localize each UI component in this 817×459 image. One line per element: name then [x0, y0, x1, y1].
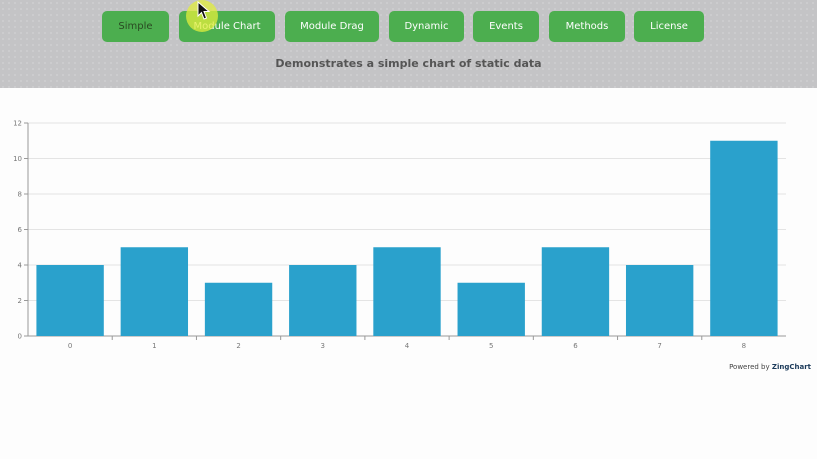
- x-tick-label: 8: [742, 342, 746, 350]
- x-tick-label: 0: [68, 342, 72, 350]
- demo-header: Simple Module Chart Module Drag Dynamic …: [0, 0, 817, 88]
- y-tick-label: 6: [18, 226, 23, 234]
- nav-button-dynamic[interactable]: Dynamic: [389, 11, 464, 42]
- nav-button-events[interactable]: Events: [473, 11, 539, 42]
- page-subtitle: Demonstrates a simple chart of static da…: [275, 57, 542, 70]
- zingchart-brand[interactable]: ZingChart: [771, 363, 811, 371]
- bar: [204, 282, 273, 336]
- bar-chart: 0 2 4 6 8 10 12 0 1 2 3 4 5 6 7 8: [0, 88, 817, 378]
- x-tick-label: 5: [489, 342, 493, 350]
- bar: [457, 282, 525, 336]
- y-tick-label: 8: [18, 191, 22, 199]
- bar: [120, 247, 189, 336]
- bar: [710, 140, 778, 336]
- bar: [373, 247, 441, 336]
- demo-nav: Simple Module Chart Module Drag Dynamic …: [0, 11, 817, 42]
- bar: [541, 247, 610, 336]
- bar: [36, 265, 104, 336]
- x-tick-label: 3: [321, 342, 325, 350]
- x-tick-label: 4: [405, 342, 410, 350]
- nav-button-license[interactable]: License: [634, 11, 704, 42]
- x-tick-label: 1: [152, 342, 156, 350]
- nav-button-simple[interactable]: Simple: [102, 11, 169, 42]
- credit-prefix: Powered by: [729, 363, 770, 371]
- bar: [289, 265, 357, 336]
- y-tick-label: 10: [13, 155, 22, 163]
- x-tick-label: 6: [573, 342, 578, 350]
- nav-button-methods[interactable]: Methods: [549, 11, 625, 42]
- bar: [625, 265, 694, 336]
- x-tick-label: 2: [236, 342, 240, 350]
- mouse-pointer-icon: [197, 0, 211, 25]
- x-tick-label: 7: [657, 342, 661, 350]
- y-tick-label: 0: [18, 333, 22, 341]
- nav-button-module-drag[interactable]: Module Drag: [285, 11, 379, 42]
- powered-by-credit[interactable]: Powered by ZingChart: [729, 363, 811, 371]
- y-tick-label: 12: [13, 120, 22, 128]
- y-tick-label: 4: [18, 262, 23, 270]
- y-tick-label: 2: [18, 297, 22, 305]
